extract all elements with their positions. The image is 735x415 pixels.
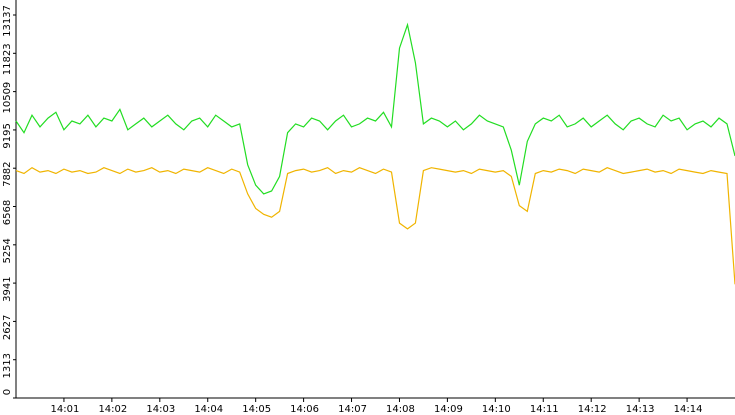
x-tick-label: 14:03 <box>146 404 175 415</box>
y-tick-label: 7882 <box>2 161 13 186</box>
y-tick-label: 3941 <box>2 276 13 301</box>
x-tick-label: 14:08 <box>386 404 415 415</box>
y-tick-label: 1313 <box>2 353 13 378</box>
x-tick-label: 14:14 <box>674 404 703 415</box>
y-tick-label: 0 <box>2 389 13 395</box>
x-tick-label: 14:09 <box>434 404 463 415</box>
x-tick-label: 14:06 <box>290 404 319 415</box>
x-tick-label: 14:13 <box>626 404 655 415</box>
x-tick-label: 14:10 <box>482 404 511 415</box>
y-tick-label: 2627 <box>2 315 13 340</box>
x-tick-label: 14:04 <box>194 404 223 415</box>
x-tick-label: 14:01 <box>51 404 80 415</box>
x-tick-label: 14:12 <box>578 404 607 415</box>
series-line <box>15 22 735 195</box>
x-tick-label: 14:05 <box>242 404 271 415</box>
y-tick-label: 13137 <box>2 5 13 37</box>
y-tick-label: 10509 <box>2 82 13 114</box>
y-tick-label: 6568 <box>2 200 13 225</box>
x-tick-label: 14:02 <box>98 404 127 415</box>
x-tick-label: 14:07 <box>338 404 367 415</box>
y-tick-label: 5254 <box>2 238 13 263</box>
y-tick-label: 11823 <box>2 43 13 75</box>
y-tick-label: 9195 <box>2 123 13 148</box>
x-tick-label: 14:11 <box>530 404 559 415</box>
series-line <box>15 166 735 285</box>
